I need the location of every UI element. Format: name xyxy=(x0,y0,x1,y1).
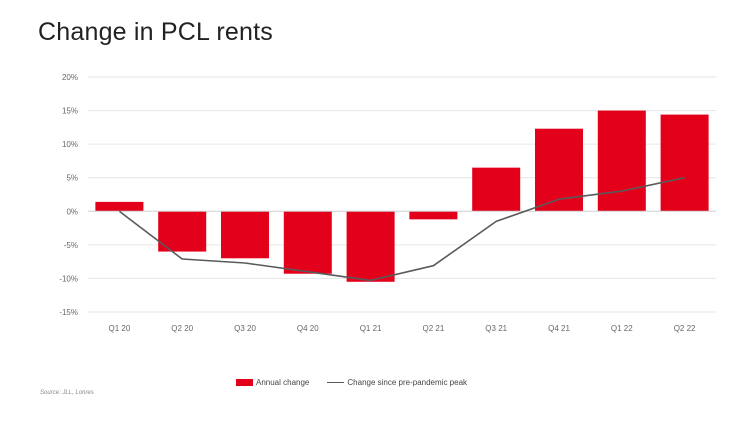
source-note: Source: JLL, Lonres xyxy=(40,390,94,396)
legend-label-pre-pandemic-peak: Change since pre-pandemic peak xyxy=(347,378,468,387)
y-axis-labels: 20% 15% 10% 5% 0% -5% -10% -15% xyxy=(59,73,78,317)
y-tick-label: 10% xyxy=(62,140,78,149)
legend-label-annual-change: Annual change xyxy=(256,378,310,387)
gridlines xyxy=(88,76,716,313)
bar-annual-change xyxy=(472,167,521,212)
legend-line-swatch xyxy=(327,382,345,383)
y-tick-label: -15% xyxy=(59,308,78,317)
legend-item-pre-pandemic-peak: Change since pre-pandemic peak xyxy=(327,378,467,387)
x-tick-label: Q1 22 xyxy=(611,324,633,333)
legend-bar-swatch xyxy=(236,379,253,386)
y-tick-label: 15% xyxy=(62,107,78,116)
bar-annual-change xyxy=(283,211,332,274)
y-tick-label: 5% xyxy=(66,174,78,183)
x-tick-label: Q2 22 xyxy=(674,324,696,333)
x-tick-label: Q3 20 xyxy=(234,324,256,333)
y-tick-label: 0% xyxy=(66,207,78,216)
y-tick-label: -10% xyxy=(59,274,78,283)
bar-annual-change xyxy=(660,114,709,212)
y-tick-label: 20% xyxy=(62,73,78,82)
pandemic-peak-line xyxy=(118,176,685,282)
bar-annual-change xyxy=(158,211,207,252)
legend: Annual change Change since pre-pandemic … xyxy=(236,378,485,387)
bar-annual-change xyxy=(409,211,458,220)
x-tick-label: Q4 21 xyxy=(548,324,570,333)
x-axis-labels: Q1 20 Q2 20 Q3 20 Q4 20 Q1 21 Q2 21 Q3 21 Q4 21… xyxy=(109,324,697,333)
x-tick-label: Q2 21 xyxy=(423,324,445,333)
x-tick-label: Q1 21 xyxy=(360,324,382,333)
bar-annual-change xyxy=(597,110,646,212)
x-tick-label: Q1 20 xyxy=(109,324,131,333)
chart-title: Change in PCL rents xyxy=(38,18,273,46)
bar-annual-change xyxy=(346,211,395,282)
x-tick-label: Q2 20 xyxy=(171,324,193,333)
y-tick-label: -5% xyxy=(64,241,78,250)
bar-annual-change xyxy=(95,201,144,212)
line-series-pre-pandemic-peak xyxy=(118,176,685,282)
bars xyxy=(95,110,709,282)
x-tick-label: Q4 20 xyxy=(297,324,319,333)
bar-annual-change xyxy=(221,211,269,259)
x-tick-label: Q3 21 xyxy=(485,324,507,333)
legend-item-annual-change: Annual change xyxy=(236,378,309,387)
